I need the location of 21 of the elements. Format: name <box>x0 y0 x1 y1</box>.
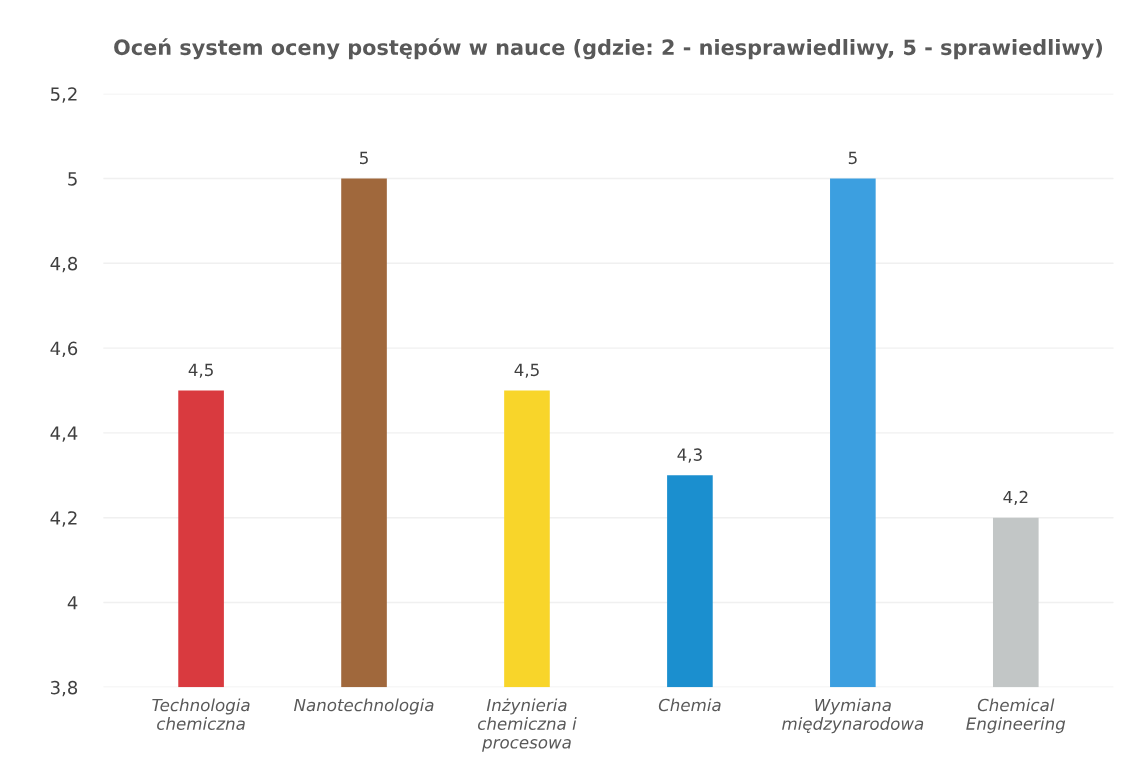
x-tick-label: Chemia <box>658 698 721 712</box>
y-tick-label: 4,6 <box>50 341 78 358</box>
data-label: 4,2 <box>1003 490 1028 506</box>
x-tick-label: Technologia chemiczna <box>152 698 250 730</box>
x-tick-label: Wymiana międzynarodowa <box>782 698 924 734</box>
y-tick-label: 4 <box>67 596 78 610</box>
data-label: 4,5 <box>188 363 213 378</box>
y-tick-label: 4,8 <box>50 256 78 273</box>
x-tick-label: Nanotechnologia <box>293 698 434 715</box>
y-tick-label: 4,4 <box>50 426 78 442</box>
data-label: 4,3 <box>677 448 702 463</box>
y-tick-label: 3,8 <box>50 680 78 697</box>
y-tick-label: 5,2 <box>51 87 77 103</box>
x-tick-label: Chemical Engineering <box>966 698 1066 734</box>
data-label: 5 <box>848 151 857 165</box>
y-tick-label: 5 <box>68 172 77 186</box>
data-label: 4,5 <box>514 363 539 378</box>
data-label: 5 <box>360 151 368 165</box>
y-tick-label: 4,2 <box>50 511 77 527</box>
x-tick-label: Inżynieria chemiczna i procesowa <box>478 698 577 752</box>
chart-title: Oceń system oceny postępów w nauce (gdzie: 2 - niesprawiedliwy, 5 - sprawiedliwy) <box>114 38 1103 60</box>
